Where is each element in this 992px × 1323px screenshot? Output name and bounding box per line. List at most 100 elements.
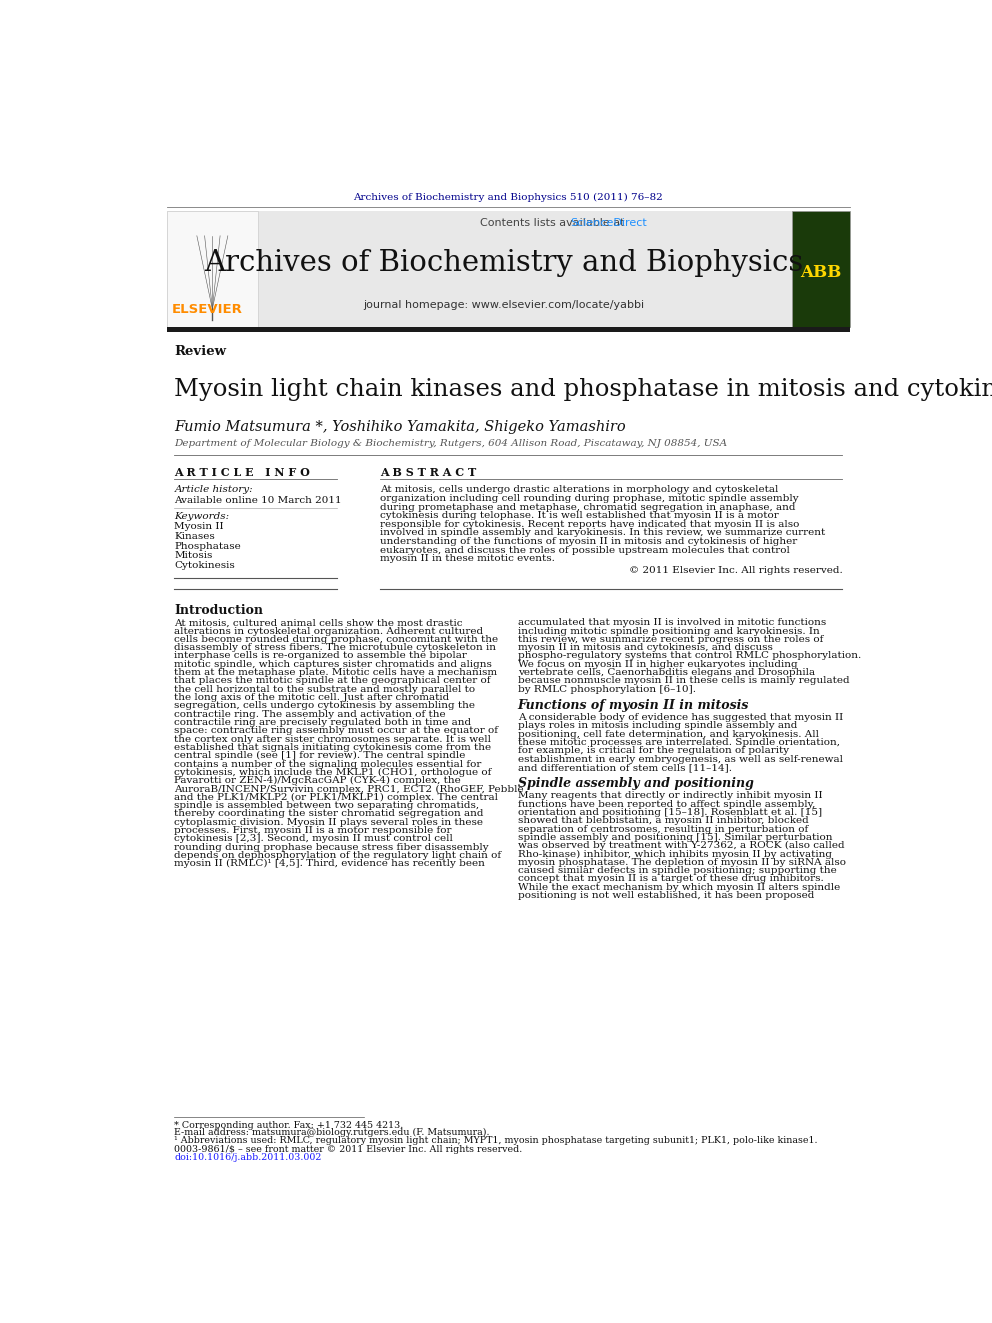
Text: Fumio Matsumura *, Yoshihiko Yamakita, Shigeko Yamashiro: Fumio Matsumura *, Yoshihiko Yamakita, S…: [175, 419, 626, 434]
Text: by RMLC phosphorylation [6–10].: by RMLC phosphorylation [6–10].: [518, 685, 695, 693]
Text: and differentiation of stem cells [11–14].: and differentiation of stem cells [11–14…: [518, 763, 732, 771]
Text: establishment in early embryogenesis, as well as self-renewal: establishment in early embryogenesis, as…: [518, 754, 842, 763]
Text: Spindle assembly and positioning: Spindle assembly and positioning: [518, 777, 754, 790]
Text: myosin II (RMLC)¹ [4,5]. Third, evidence has recently been: myosin II (RMLC)¹ [4,5]. Third, evidence…: [175, 859, 485, 868]
Text: AuroraB/INCENP/Survivin complex, PRC1, ECT2 (RhoGEF, Pebble: AuroraB/INCENP/Survivin complex, PRC1, E…: [175, 785, 524, 794]
Text: Article history:: Article history:: [175, 486, 253, 495]
Text: spindle assembly and positioning [15]. Similar perturbation: spindle assembly and positioning [15]. S…: [518, 833, 832, 841]
Text: positioning is not well established, it has been proposed: positioning is not well established, it …: [518, 892, 814, 900]
Text: them at the metaphase plate. Mitotic cells have a mechanism: them at the metaphase plate. Mitotic cel…: [175, 668, 498, 677]
Text: We focus on myosin II in higher eukaryotes including: We focus on myosin II in higher eukaryot…: [518, 660, 798, 668]
Text: Keywords:: Keywords:: [175, 512, 229, 521]
Text: processes. First, myosin II is a motor responsible for: processes. First, myosin II is a motor r…: [175, 826, 452, 835]
Text: ¹ Abbreviations used: RMLC, regulatory myosin light chain; MYPT1, myosin phospha: ¹ Abbreviations used: RMLC, regulatory m…: [175, 1136, 817, 1144]
Text: Pavarotti or ZEN-4)/MgcRacGAP (CYK-4) complex, the: Pavarotti or ZEN-4)/MgcRacGAP (CYK-4) co…: [175, 777, 461, 786]
Text: Phosphatase: Phosphatase: [175, 541, 241, 550]
Text: journal homepage: www.elsevier.com/locate/yabbi: journal homepage: www.elsevier.com/locat…: [363, 300, 645, 310]
Text: including mitotic spindle positioning and karyokinesis. In: including mitotic spindle positioning an…: [518, 627, 819, 635]
Text: because nonmuscle myosin II in these cells is mainly regulated: because nonmuscle myosin II in these cel…: [518, 676, 849, 685]
Text: 0003-9861/$ – see front matter © 2011 Elsevier Inc. All rights reserved.: 0003-9861/$ – see front matter © 2011 El…: [175, 1146, 523, 1154]
Text: central spindle (see [1] for review). The central spindle: central spindle (see [1] for review). Th…: [175, 751, 466, 761]
Text: * Corresponding author. Fax: +1 732 445 4213.: * Corresponding author. Fax: +1 732 445 …: [175, 1121, 404, 1130]
Text: responsible for cytokinesis. Recent reports have indicated that myosin II is als: responsible for cytokinesis. Recent repo…: [380, 520, 800, 529]
Text: interphase cells is re-organized to assemble the bipolar: interphase cells is re-organized to asse…: [175, 651, 467, 660]
Text: space: contractile ring assembly must occur at the equator of: space: contractile ring assembly must oc…: [175, 726, 498, 736]
Text: At mitosis, cultured animal cells show the most drastic: At mitosis, cultured animal cells show t…: [175, 618, 463, 627]
Text: A B S T R A C T: A B S T R A C T: [380, 467, 476, 479]
Text: segregation, cells undergo cytokinesis by assembling the: segregation, cells undergo cytokinesis b…: [175, 701, 475, 710]
Text: cytokinesis [2,3]. Second, myosin II must control cell: cytokinesis [2,3]. Second, myosin II mus…: [175, 835, 453, 843]
Text: depends on dephosphorylation of the regulatory light chain of: depends on dephosphorylation of the regu…: [175, 851, 502, 860]
Text: accumulated that myosin II is involved in mitotic functions: accumulated that myosin II is involved i…: [518, 618, 826, 627]
Text: separation of centrosomes, resulting in perturbation of: separation of centrosomes, resulting in …: [518, 824, 807, 833]
Text: myosin II in these mitotic events.: myosin II in these mitotic events.: [380, 554, 555, 564]
Text: Kinases: Kinases: [175, 532, 215, 541]
Text: orientation and positioning [15–18]. Rosenblatt et al. [15]: orientation and positioning [15–18]. Ros…: [518, 808, 821, 816]
Text: organization including cell rounding during prophase, mitotic spindle assembly: organization including cell rounding dur…: [380, 493, 799, 503]
Text: and the PLK1/MKLP2 (or PLK1/MKLP1) complex. The central: and the PLK1/MKLP2 (or PLK1/MKLP1) compl…: [175, 792, 498, 802]
Text: Archives of Biochemistry and Biophysics 510 (2011) 76–82: Archives of Biochemistry and Biophysics …: [353, 193, 664, 202]
Text: disassembly of stress fibers. The microtubule cytoskeleton in: disassembly of stress fibers. The microt…: [175, 643, 496, 652]
Text: spindle is assembled between two separating chromatids,: spindle is assembled between two separat…: [175, 802, 479, 810]
Text: cytokinesis during telophase. It is well established that myosin II is a motor: cytokinesis during telophase. It is well…: [380, 511, 779, 520]
Text: Archives of Biochemistry and Biophysics: Archives of Biochemistry and Biophysics: [204, 249, 804, 277]
Text: Review: Review: [175, 345, 226, 357]
Bar: [167, 212, 850, 327]
Text: understanding of the functions of myosin II in mitosis and cytokinesis of higher: understanding of the functions of myosin…: [380, 537, 797, 546]
Text: plays roles in mitosis including spindle assembly and: plays roles in mitosis including spindle…: [518, 721, 798, 730]
Text: during prometaphase and metaphase, chromatid segregation in anaphase, and: during prometaphase and metaphase, chrom…: [380, 503, 796, 512]
Text: vertebrate cells, Caenorhabditis elegans and Drosophila: vertebrate cells, Caenorhabditis elegans…: [518, 668, 814, 677]
Text: eukaryotes, and discuss the roles of possible upstream molecules that control: eukaryotes, and discuss the roles of pos…: [380, 545, 790, 554]
Text: Functions of myosin II in mitosis: Functions of myosin II in mitosis: [518, 699, 749, 712]
Text: rounding during prophase because stress fiber disassembly: rounding during prophase because stress …: [175, 843, 489, 852]
Text: involved in spindle assembly and karyokinesis. In this review, we summarize curr: involved in spindle assembly and karyoki…: [380, 528, 825, 537]
Text: A R T I C L E   I N F O: A R T I C L E I N F O: [175, 467, 310, 479]
Text: cytokinesis, which include the MKLP1 (CHO1, orthologue of: cytokinesis, which include the MKLP1 (CH…: [175, 767, 492, 777]
Text: phospho-regulatory systems that control RMLC phosphorylation.: phospho-regulatory systems that control …: [518, 651, 861, 660]
Text: mitotic spindle, which captures sister chromatids and aligns: mitotic spindle, which captures sister c…: [175, 660, 492, 668]
Text: was observed by treatment with Y-27362, a ROCK (also called: was observed by treatment with Y-27362, …: [518, 841, 844, 851]
Text: ELSEVIER: ELSEVIER: [172, 303, 243, 316]
Text: cytoplasmic division. Myosin II plays several roles in these: cytoplasmic division. Myosin II plays se…: [175, 818, 483, 827]
Text: Cytokinesis: Cytokinesis: [175, 561, 235, 570]
Text: myosin II in mitosis and cytokinesis, and discuss: myosin II in mitosis and cytokinesis, an…: [518, 643, 773, 652]
Text: doi:10.1016/j.abb.2011.03.002: doi:10.1016/j.abb.2011.03.002: [175, 1152, 321, 1162]
Text: that places the mitotic spindle at the geographical center of: that places the mitotic spindle at the g…: [175, 676, 491, 685]
Text: the cell horizontal to the substrate and mostly parallel to: the cell horizontal to the substrate and…: [175, 685, 475, 693]
Text: cells become rounded during prophase, concomitant with the: cells become rounded during prophase, co…: [175, 635, 499, 644]
Text: the long axis of the mitotic cell. Just after chromatid: the long axis of the mitotic cell. Just …: [175, 693, 449, 703]
Text: Myosin II: Myosin II: [175, 523, 224, 532]
Text: contractile ring. The assembly and activation of the: contractile ring. The assembly and activ…: [175, 709, 446, 718]
Text: At mitosis, cells undergo drastic alterations in morphology and cytoskeletal: At mitosis, cells undergo drastic altera…: [380, 486, 778, 495]
Text: Rho-kinase) inhibitor, which inhibits myosin II by activating: Rho-kinase) inhibitor, which inhibits my…: [518, 849, 831, 859]
Text: these mitotic processes are interrelated. Spindle orientation,: these mitotic processes are interrelated…: [518, 738, 839, 747]
Text: Myosin light chain kinases and phosphatase in mitosis and cytokinesis: Myosin light chain kinases and phosphata…: [175, 378, 992, 401]
Text: alterations in cytoskeletal organization. Adherent cultured: alterations in cytoskeletal organization…: [175, 627, 483, 635]
Text: E-mail address: matsumura@biology.rutgers.edu (F. Matsumura).: E-mail address: matsumura@biology.rutger…: [175, 1129, 490, 1138]
Text: Department of Molecular Biology & Biochemistry, Rutgers, 604 Allison Road, Pisca: Department of Molecular Biology & Bioche…: [175, 439, 727, 448]
Text: this review, we summarize recent progress on the roles of: this review, we summarize recent progres…: [518, 635, 823, 644]
Text: Introduction: Introduction: [175, 603, 263, 617]
Text: Available online 10 March 2011: Available online 10 March 2011: [175, 496, 342, 505]
Text: myosin phosphatase. The depletion of myosin II by siRNA also: myosin phosphatase. The depletion of myo…: [518, 857, 846, 867]
Text: showed that blebbistatin, a myosin II inhibitor, blocked: showed that blebbistatin, a myosin II in…: [518, 816, 808, 826]
Text: contractile ring are precisely regulated both in time and: contractile ring are precisely regulated…: [175, 718, 471, 726]
Text: caused similar defects in spindle positioning; supporting the: caused similar defects in spindle positi…: [518, 867, 836, 875]
Text: for example, is critical for the regulation of polarity: for example, is critical for the regulat…: [518, 746, 789, 755]
Text: Mitosis: Mitosis: [175, 552, 212, 560]
Text: contains a number of the signaling molecules essential for: contains a number of the signaling molec…: [175, 759, 482, 769]
Bar: [792, 212, 850, 327]
Text: Contents lists available at: Contents lists available at: [480, 218, 629, 229]
Text: While the exact mechanism by which myosin II alters spindle: While the exact mechanism by which myosi…: [518, 882, 840, 892]
Text: © 2011 Elsevier Inc. All rights reserved.: © 2011 Elsevier Inc. All rights reserved…: [629, 566, 842, 576]
Bar: [167, 212, 258, 327]
Text: concept that myosin II is a target of these drug inhibitors.: concept that myosin II is a target of th…: [518, 875, 823, 884]
Text: the cortex only after sister chromosomes separate. It is well: the cortex only after sister chromosomes…: [175, 734, 491, 744]
Text: ABB: ABB: [801, 265, 841, 282]
Text: established that signals initiating cytokinesis come from the: established that signals initiating cyto…: [175, 744, 491, 751]
Text: ScienceDirect: ScienceDirect: [570, 218, 648, 229]
Text: Many reagents that directly or indirectly inhibit myosin II: Many reagents that directly or indirectl…: [518, 791, 822, 800]
Bar: [167, 327, 850, 332]
Text: A considerable body of evidence has suggested that myosin II: A considerable body of evidence has sugg…: [518, 713, 843, 722]
Text: thereby coordinating the sister chromatid segregation and: thereby coordinating the sister chromati…: [175, 810, 484, 819]
